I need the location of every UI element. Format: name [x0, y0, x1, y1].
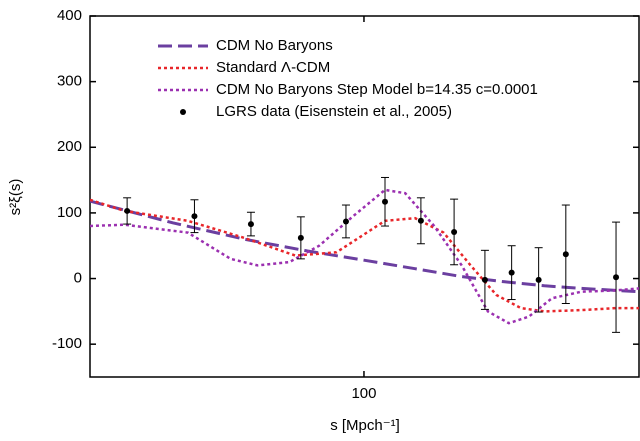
data-point — [297, 234, 304, 241]
legend-marker — [180, 109, 186, 115]
y-tick-label: 200 — [57, 138, 82, 155]
x-axis-label: s [Mpch⁻¹] — [330, 417, 400, 434]
legend-label: CDM No Baryons — [216, 37, 333, 54]
data-point — [481, 276, 488, 283]
series-line — [90, 199, 639, 294]
y-tick-label: 400 — [57, 7, 82, 24]
data-point — [535, 276, 542, 283]
y-tick-label: -100 — [52, 335, 82, 352]
data-point — [124, 207, 131, 214]
data-point — [342, 218, 349, 225]
data-point — [451, 228, 458, 235]
series-line — [90, 198, 639, 313]
legend-label: LGRS data (Eisenstein et al., 2005) — [216, 103, 452, 120]
data-point — [191, 213, 198, 220]
x-tick-label: 100 — [351, 385, 376, 402]
data-point — [508, 269, 515, 276]
legend-label: Standard Λ-CDM — [216, 59, 330, 76]
data-point — [613, 274, 620, 281]
data-point — [381, 198, 388, 205]
y-tick-label: 100 — [57, 204, 82, 221]
y-axis-label: s²ξ(s) — [7, 179, 24, 216]
y-tick-label: 0 — [74, 270, 82, 287]
legend-label: CDM No Baryons Step Model b=14.35 c=0.00… — [216, 81, 538, 98]
y-tick-label: 300 — [57, 73, 82, 90]
plot-area — [90, 176, 639, 333]
data-point — [247, 221, 254, 228]
data-point — [562, 251, 569, 258]
data-point — [417, 217, 424, 224]
series-line — [90, 188, 639, 325]
plot-frame — [89, 15, 640, 378]
